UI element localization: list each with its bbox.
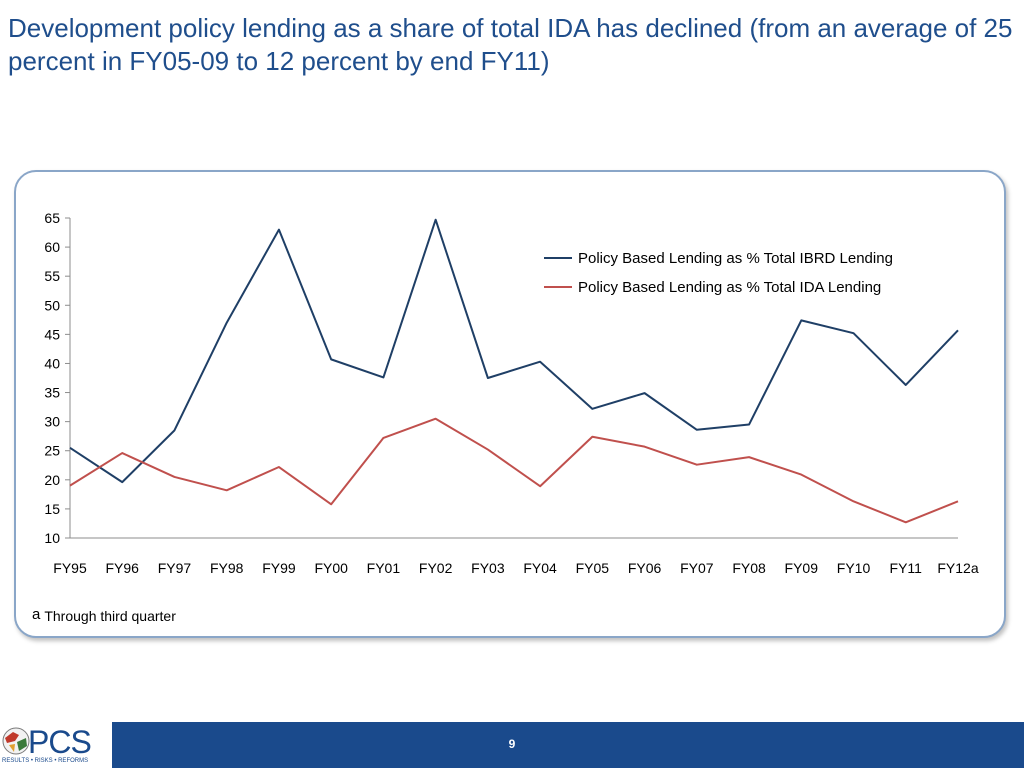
series-line-ibrd [69, 218, 959, 484]
y-tick-label: 45 [44, 326, 60, 342]
x-tick-label: FY07 [680, 560, 714, 576]
x-tick-label: FY96 [106, 560, 140, 576]
x-tick-label: FY00 [314, 560, 348, 576]
x-tick-label: FY08 [732, 560, 766, 576]
y-tick-label: 50 [44, 297, 60, 313]
footer-bar: PCS RESULTS • RISKS • REFORMS 9 [0, 722, 1024, 768]
y-tick-label: 65 [44, 210, 60, 226]
x-tick-label: FY04 [523, 560, 557, 576]
x-tick-label: FY03 [471, 560, 505, 576]
legend-label: Policy Based Lending as % Total IBRD Len… [578, 250, 893, 267]
x-tick-label: FY10 [837, 560, 871, 576]
footnote-text: Through third quarter [44, 608, 176, 624]
series-line-ida [69, 417, 959, 524]
x-tick-label: FY05 [576, 560, 610, 576]
y-tick-label: 60 [44, 239, 60, 255]
logo-text: PCS [28, 724, 92, 760]
y-tick-label: 25 [44, 443, 60, 459]
x-tick-label: FY95 [53, 560, 87, 576]
x-tick-label: FY98 [210, 560, 244, 576]
page-number: 9 [508, 737, 516, 751]
footnote-marker: a [32, 606, 41, 623]
pcs-logo: PCS RESULTS • RISKS • REFORMS [0, 722, 112, 768]
legend-label: Policy Based Lending as % Total IDA Lend… [578, 279, 881, 296]
slide-title: Development policy lending as a share of… [8, 13, 1013, 76]
x-tick-label: FY97 [158, 560, 192, 576]
y-tick-label: 35 [44, 385, 60, 401]
y-tick-label: 15 [44, 501, 60, 517]
y-tick-label: 55 [44, 268, 60, 284]
line-chart: 10 15 20 25 30 35 40 45 50 55 60 65 FY95 FY96 FY97 FY98… [44, 210, 978, 576]
y-tick-label: 10 [44, 530, 60, 546]
x-tick-label: FY01 [367, 560, 401, 576]
y-tick-label: 20 [44, 472, 60, 488]
chart-panel: 10 15 20 25 30 35 40 45 50 55 60 65 FY95 FY96 FY97 FY98… [14, 170, 1006, 638]
y-tick-label: 40 [44, 355, 60, 371]
x-tick-label: FY06 [628, 560, 662, 576]
x-tick-label: FY12a [937, 560, 978, 576]
globe-icon [2, 727, 30, 755]
x-tick-label: FY11 [890, 560, 923, 576]
x-tick-label: FY02 [419, 560, 453, 576]
x-tick-label: FY99 [262, 560, 296, 576]
y-tick-label: 30 [44, 414, 60, 430]
logo-tagline: RESULTS • RISKS • REFORMS [2, 758, 89, 764]
x-tick-label: FY09 [785, 560, 819, 576]
footnote: a Through third quarter [32, 606, 176, 625]
